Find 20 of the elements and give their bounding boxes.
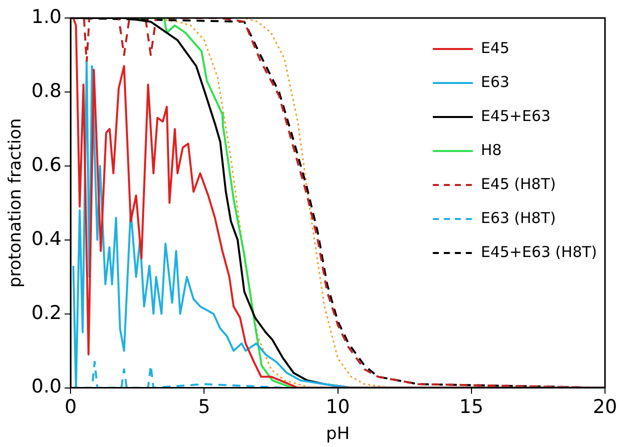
legend-label: H8 [480, 140, 502, 159]
x-tick-label: 10 [326, 396, 350, 418]
y-tick-label: 0.0 [31, 376, 62, 398]
y-tick-label: 0.2 [31, 302, 62, 324]
x-tick-label: 5 [198, 396, 210, 418]
legend-label: E45 [480, 38, 510, 57]
y-tick-label: 0.4 [31, 228, 62, 250]
x-tick-label: 20 [592, 396, 618, 418]
y-tick-label: 0.6 [31, 154, 62, 176]
legend-label: E63 (H8T) [480, 208, 556, 227]
y-tick-label: 0.8 [31, 80, 62, 102]
legend-label: E63 [480, 72, 510, 91]
y-axis-title: protonation fraction [6, 118, 26, 288]
x-tick-label: 15 [459, 396, 484, 418]
legend-label: E45 (H8T) [480, 174, 556, 193]
legend-label: E45+E63 [480, 106, 551, 125]
x-tick-label: 0 [64, 396, 77, 418]
y-tick-label: 1.0 [31, 6, 62, 28]
x-axis-title: pH [326, 424, 350, 444]
legend-label: E45+E63 (H8T) [480, 242, 597, 261]
